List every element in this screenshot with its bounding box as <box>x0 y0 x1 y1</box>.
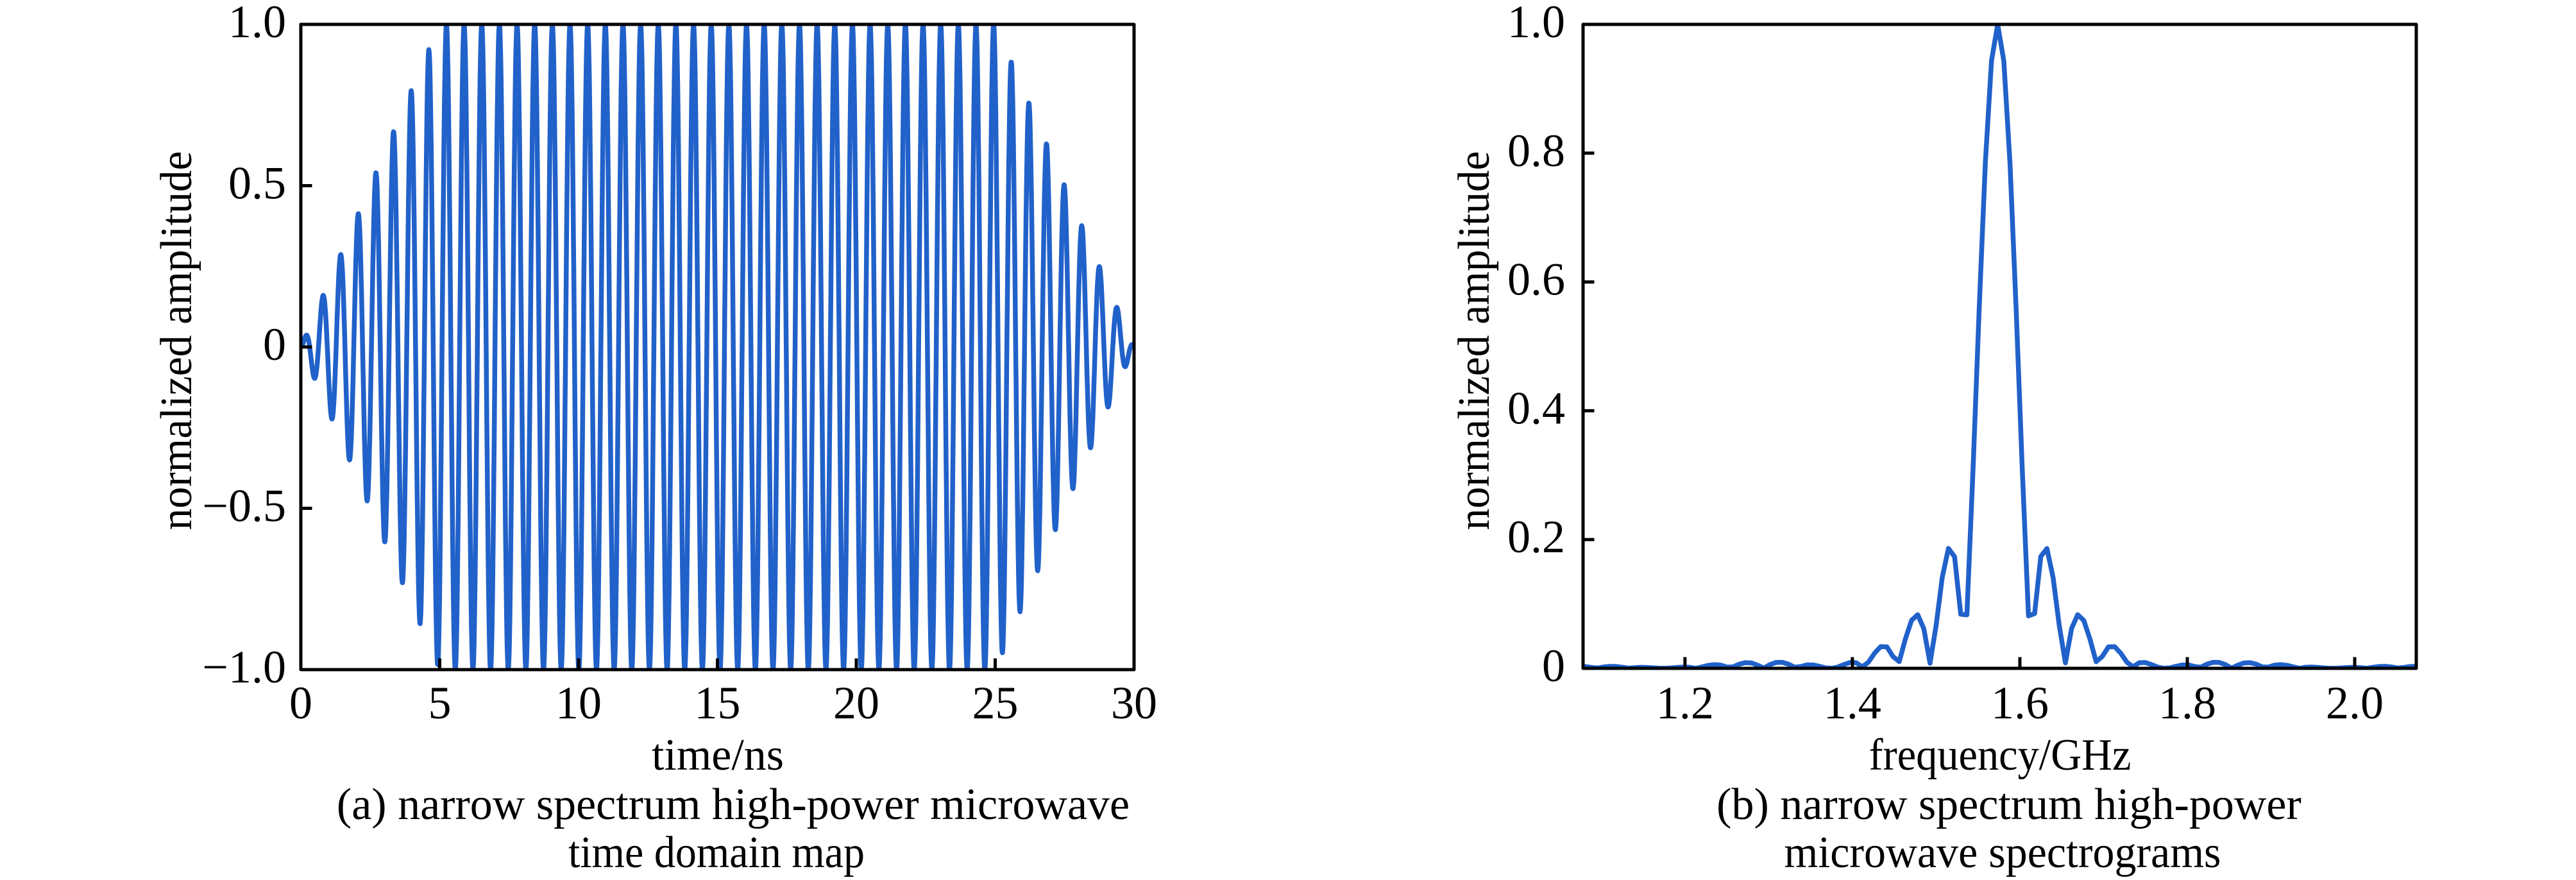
svg-text:2.0: 2.0 <box>2326 677 2384 729</box>
svg-text:15: 15 <box>695 677 741 729</box>
svg-text:1.0: 1.0 <box>1507 0 1565 47</box>
svg-text:0.6: 0.6 <box>1507 254 1565 305</box>
svg-text:0.4: 0.4 <box>1507 382 1565 434</box>
svg-text:0.2: 0.2 <box>1507 511 1565 563</box>
svg-text:−1.0: −1.0 <box>202 641 286 693</box>
svg-text:20: 20 <box>833 677 879 729</box>
svg-text:10: 10 <box>555 677 602 729</box>
svg-text:(b) narrow spectrum high-power: (b) narrow spectrum high-power <box>1716 780 2301 829</box>
svg-text:time/ns: time/ns <box>652 731 784 780</box>
svg-text:0.5: 0.5 <box>228 158 286 209</box>
svg-text:1.0: 1.0 <box>228 0 286 47</box>
svg-text:normalized amplitude: normalized amplitude <box>1450 151 1499 530</box>
svg-text:(a) narrow spectrum high-power: (a) narrow spectrum high-power microwave <box>337 780 1130 829</box>
svg-text:1.4: 1.4 <box>1824 677 1881 729</box>
svg-text:0: 0 <box>1542 640 1565 691</box>
svg-text:microwave spectrograms: microwave spectrograms <box>1784 828 2221 877</box>
svg-text:frequency/GHz: frequency/GHz <box>1869 731 2131 780</box>
svg-text:normalized amplitude: normalized amplitude <box>152 151 201 530</box>
svg-text:30: 30 <box>1111 677 1157 729</box>
svg-text:time domain map: time domain map <box>568 828 865 877</box>
svg-text:5: 5 <box>428 677 452 729</box>
svg-text:1.6: 1.6 <box>1991 677 2049 729</box>
svg-text:0.8: 0.8 <box>1507 125 1565 176</box>
svg-text:−0.5: −0.5 <box>202 480 286 532</box>
svg-text:25: 25 <box>972 677 1019 729</box>
svg-text:1.8: 1.8 <box>2158 677 2216 729</box>
svg-text:0: 0 <box>289 677 312 729</box>
svg-text:0: 0 <box>263 319 286 370</box>
svg-text:1.2: 1.2 <box>1656 677 1714 729</box>
